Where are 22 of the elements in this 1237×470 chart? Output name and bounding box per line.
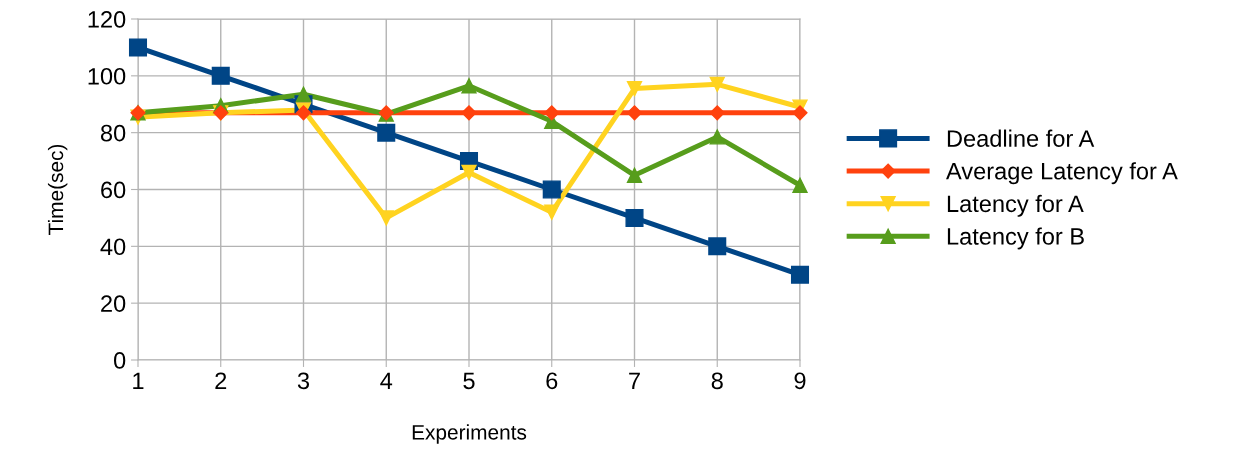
x-tick-label: 6 xyxy=(546,372,558,390)
legend-label: Latency for B xyxy=(947,227,1084,250)
y-tick-label: 80 xyxy=(100,124,126,142)
x-tick-label: 9 xyxy=(794,372,806,390)
x-tick-label: 4 xyxy=(380,372,393,389)
y-axis-title: Time(sec) xyxy=(47,144,68,235)
x-axis-title: Experiments xyxy=(412,424,527,444)
legend-label: Latency for A xyxy=(947,194,1084,217)
x-tick-label: 8 xyxy=(711,372,723,390)
x-tick-label: 1 xyxy=(133,372,144,389)
y-tick-label: 0 xyxy=(113,352,126,369)
y-tick-label: 60 xyxy=(101,181,126,199)
y-tick-label: 100 xyxy=(88,67,126,85)
y-tick-label: 40 xyxy=(100,238,126,256)
x-tick-label: 7 xyxy=(629,372,640,389)
legend-label: Average Latency for A xyxy=(946,162,1178,185)
x-tick-label: 3 xyxy=(297,372,310,390)
legend-label: Deadline for A xyxy=(947,129,1095,147)
x-tick-label: 2 xyxy=(215,372,227,389)
y-tick-label: 120 xyxy=(88,11,126,28)
x-tick-label: 5 xyxy=(463,372,475,390)
y-tick-label: 20 xyxy=(101,295,126,312)
